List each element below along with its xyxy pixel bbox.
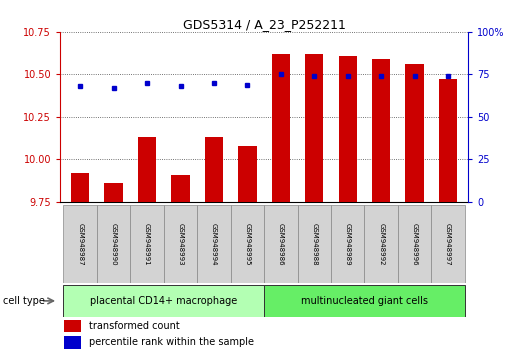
Bar bbox=[365, 205, 398, 283]
Text: GSM948996: GSM948996 bbox=[412, 223, 417, 266]
Bar bbox=[264, 285, 465, 317]
Text: multinucleated giant cells: multinucleated giant cells bbox=[301, 296, 428, 306]
Text: percentile rank within the sample: percentile rank within the sample bbox=[89, 337, 254, 347]
Bar bbox=[398, 205, 431, 283]
Text: GSM948990: GSM948990 bbox=[111, 223, 117, 266]
Bar bbox=[372, 59, 390, 202]
Bar bbox=[64, 336, 81, 349]
Bar bbox=[405, 64, 424, 202]
Text: GSM948992: GSM948992 bbox=[378, 223, 384, 266]
Bar bbox=[338, 56, 357, 202]
Bar bbox=[205, 137, 223, 202]
Text: GSM948986: GSM948986 bbox=[278, 223, 284, 266]
Bar bbox=[197, 205, 231, 283]
Text: GSM948995: GSM948995 bbox=[244, 223, 251, 266]
Bar bbox=[264, 205, 298, 283]
Text: GSM948987: GSM948987 bbox=[77, 223, 83, 266]
Bar bbox=[271, 54, 290, 202]
Bar bbox=[305, 54, 323, 202]
Text: cell type: cell type bbox=[3, 296, 44, 306]
Bar bbox=[105, 183, 123, 202]
Bar bbox=[138, 137, 156, 202]
Text: GSM948994: GSM948994 bbox=[211, 223, 217, 266]
Text: GSM948989: GSM948989 bbox=[345, 223, 351, 266]
Title: GDS5314 / A_23_P252211: GDS5314 / A_23_P252211 bbox=[183, 18, 346, 31]
Bar bbox=[172, 175, 190, 202]
Text: GSM948997: GSM948997 bbox=[445, 223, 451, 266]
Bar bbox=[97, 205, 130, 283]
Bar bbox=[238, 146, 257, 202]
Bar bbox=[164, 205, 197, 283]
Bar bbox=[439, 79, 457, 202]
Bar bbox=[63, 285, 264, 317]
Bar bbox=[231, 205, 264, 283]
Bar bbox=[331, 205, 365, 283]
Text: GSM948988: GSM948988 bbox=[311, 223, 317, 266]
Text: GSM948991: GSM948991 bbox=[144, 223, 150, 266]
Text: GSM948993: GSM948993 bbox=[177, 223, 184, 266]
Bar bbox=[63, 205, 97, 283]
Bar bbox=[64, 320, 81, 332]
Text: transformed count: transformed count bbox=[89, 321, 179, 331]
Text: placental CD14+ macrophage: placental CD14+ macrophage bbox=[90, 296, 237, 306]
Bar bbox=[130, 205, 164, 283]
Bar bbox=[298, 205, 331, 283]
Bar bbox=[71, 173, 89, 202]
Bar bbox=[431, 205, 465, 283]
